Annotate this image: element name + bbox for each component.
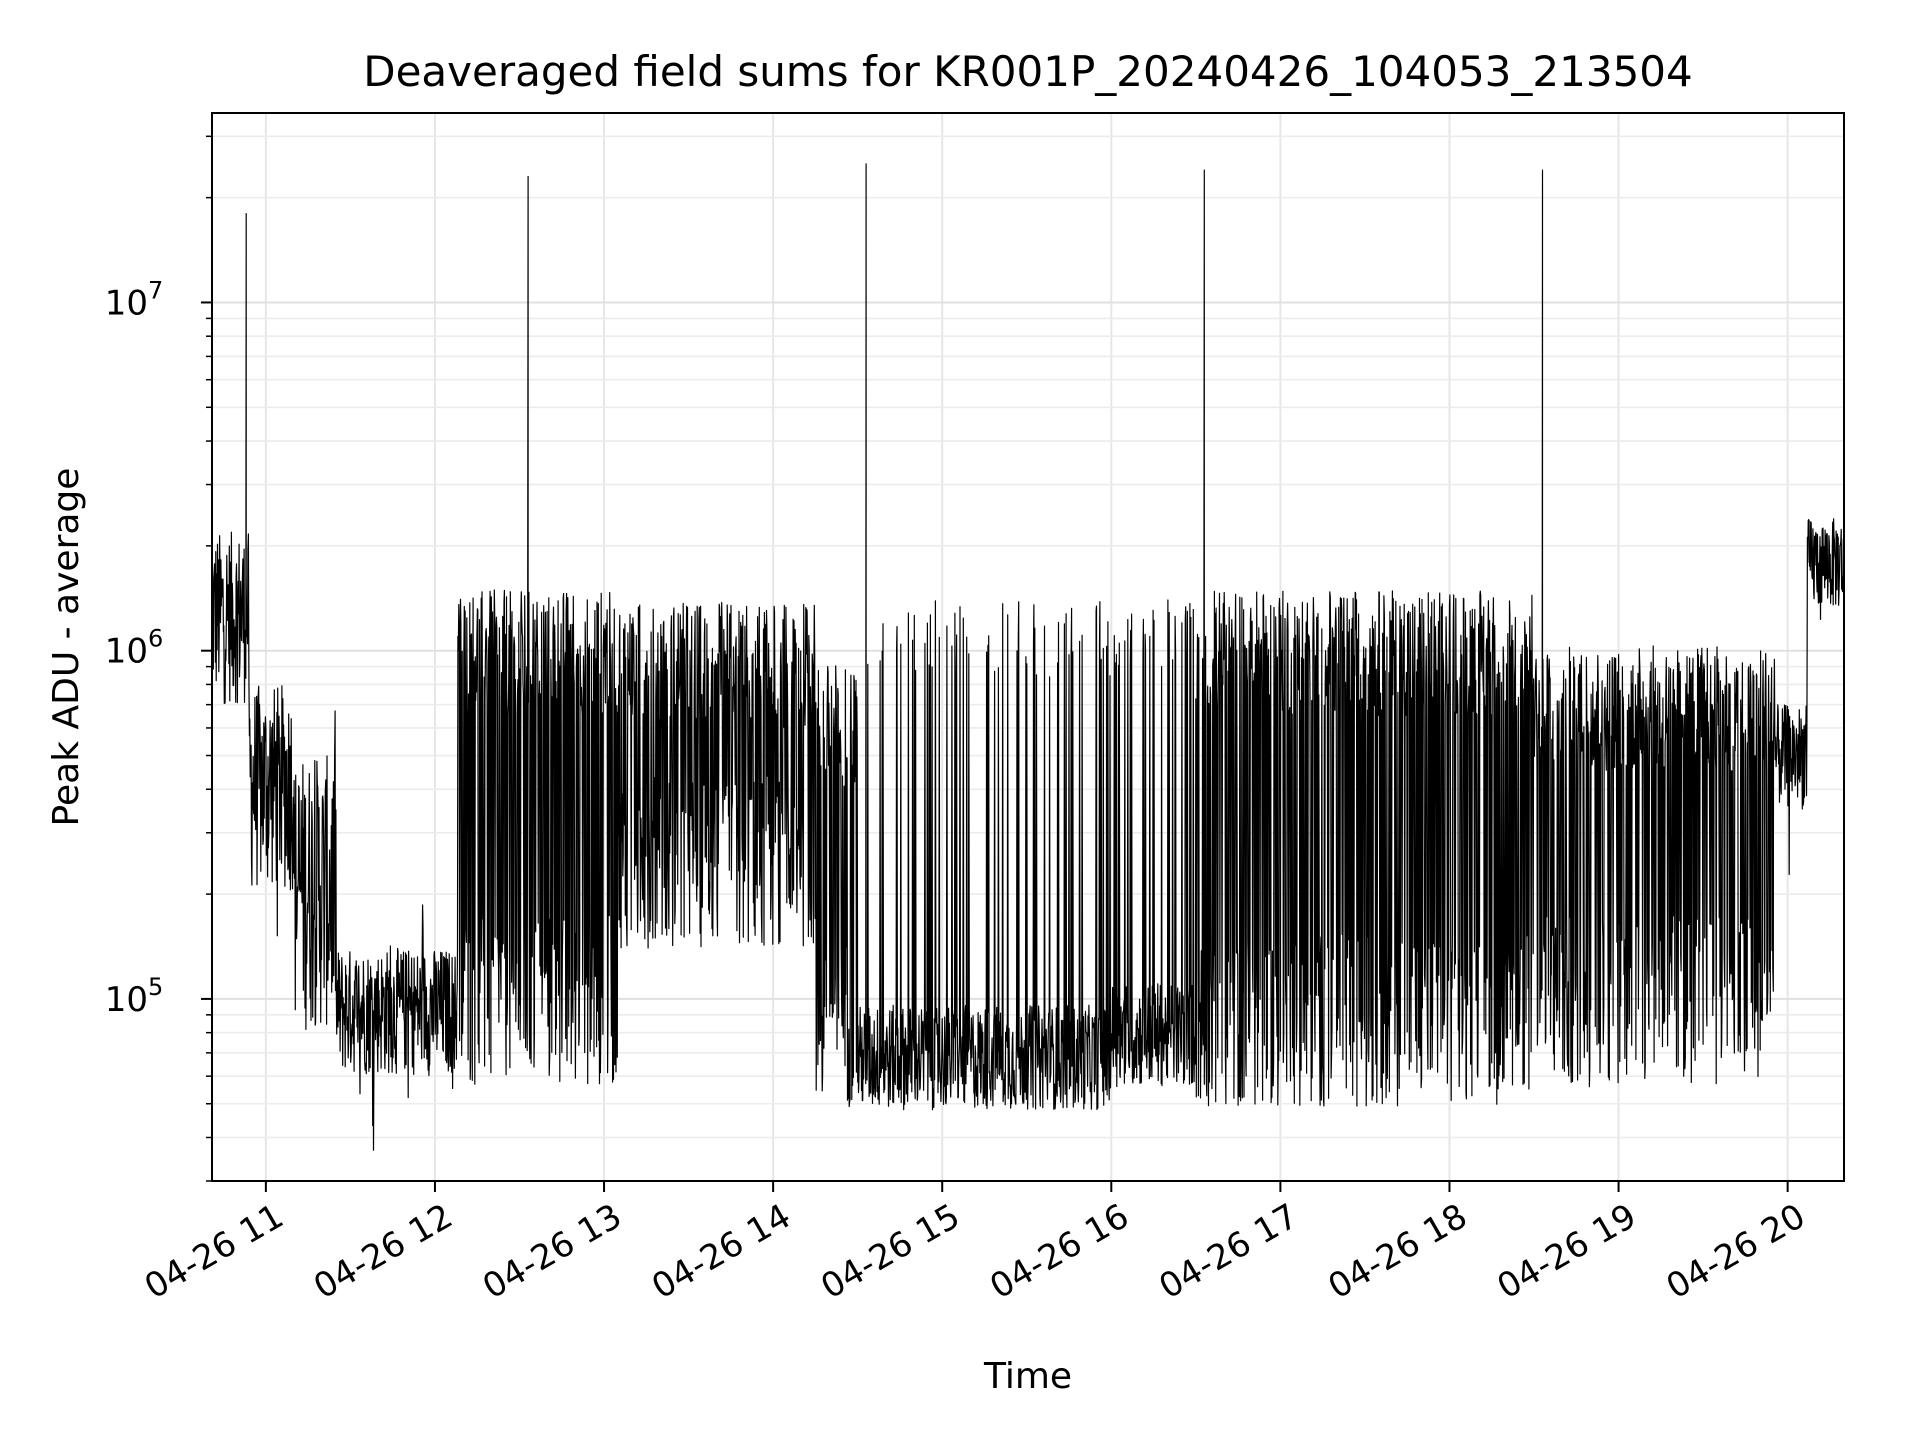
x-tick-label: 04-26 13: [476, 1196, 628, 1307]
y-tick-label: 106: [105, 625, 164, 672]
series-line: [211, 163, 1845, 1151]
x-tick-label: 04-26 19: [1491, 1196, 1643, 1307]
x-axis-label: Time: [983, 1356, 1072, 1397]
x-tick-label: 04-26 11: [138, 1196, 290, 1307]
x-axis: 04-26 11 04-26 12 04-26 13 04-26 14 04-26 15…: [138, 1181, 1812, 1307]
chart-title: Deaveraged field sums for KR001P_2024042…: [363, 47, 1693, 96]
plot-area: [211, 163, 1845, 1151]
y-axis-label: Peak ADU - average: [46, 468, 87, 827]
x-tick-label: 04-26 14: [645, 1196, 797, 1307]
x-tick-label: 04-26 20: [1660, 1196, 1812, 1307]
x-tick-label: 04-26 18: [1322, 1196, 1474, 1307]
y-tick-label: 105: [105, 973, 164, 1020]
x-tick-label: 04-26 17: [1152, 1196, 1304, 1307]
x-tick-label: 04-26 12: [307, 1196, 459, 1307]
y-tick-label: 107: [105, 276, 164, 323]
x-tick-label: 04-26 16: [983, 1196, 1135, 1307]
plot-frame: [211, 112, 1845, 1182]
y-axis: 105 106 107: [105, 135, 212, 1182]
x-tick-label: 04-26 15: [814, 1196, 966, 1307]
